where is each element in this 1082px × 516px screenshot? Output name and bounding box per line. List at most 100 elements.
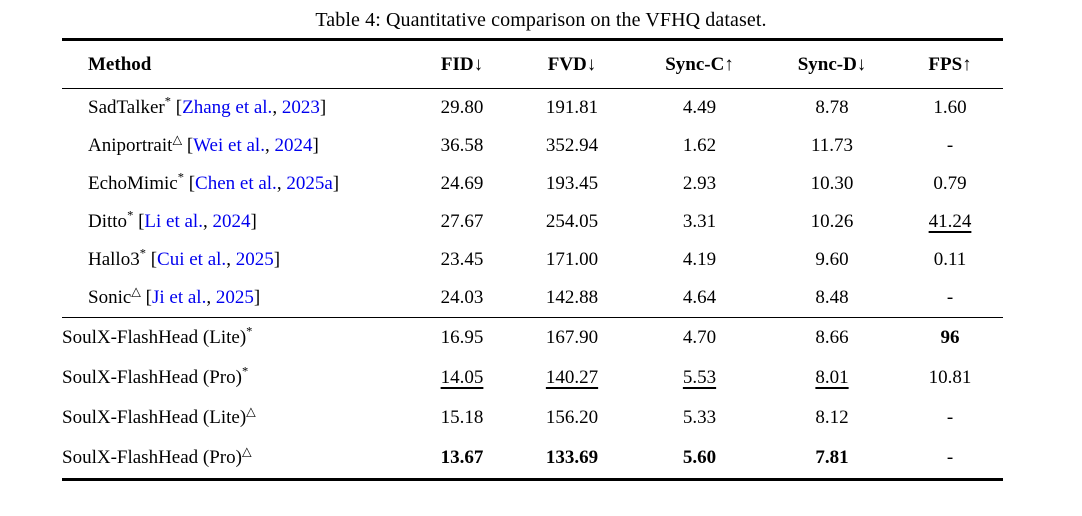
value-cell: 14.05 bbox=[440, 367, 484, 388]
column-header-row: Method FID↓ FVD↓ Sync-C↑ Sync-D↓ FPS↑ bbox=[62, 40, 1003, 89]
value-cell: 0.11 bbox=[933, 249, 967, 270]
value-cell: 4.70 bbox=[682, 327, 717, 348]
value-cell: 9.60 bbox=[815, 249, 849, 270]
method-cell: SoulX-FlashHead (Pro)△ bbox=[62, 438, 412, 480]
citation: [Cui et al., 2025] bbox=[145, 249, 281, 270]
method-name: EchoMimic bbox=[88, 173, 178, 194]
citation-author-link[interactable]: Cui et al. bbox=[157, 249, 227, 270]
value-cell: 8.01 bbox=[815, 367, 849, 388]
citation: [Li et al., 2024] bbox=[133, 211, 257, 232]
value-cell: 7.81 bbox=[815, 447, 849, 468]
citation-author-link[interactable]: Ji et al. bbox=[151, 287, 207, 308]
value-cell: - bbox=[946, 407, 954, 428]
method-name: SoulX-FlashHead (Pro) bbox=[62, 447, 242, 468]
citation-year-link[interactable]: 2024 bbox=[212, 211, 251, 232]
method-mark: * bbox=[177, 170, 184, 185]
method-name: SoulX-FlashHead (Lite) bbox=[62, 407, 247, 428]
method-name: SoulX-FlashHead (Lite) bbox=[62, 327, 247, 348]
method-mark: * bbox=[139, 246, 146, 261]
value-cell: 5.33 bbox=[682, 407, 717, 428]
method-mark: △ bbox=[131, 284, 141, 299]
method-mark: * bbox=[127, 208, 134, 223]
results-table: Method FID↓ FVD↓ Sync-C↑ Sync-D↓ FPS↑ Sa… bbox=[62, 38, 1003, 481]
value-cell: - bbox=[946, 287, 954, 308]
citation-author-link[interactable]: Chen et al. bbox=[195, 173, 277, 194]
value-cell: 0.79 bbox=[933, 173, 967, 194]
method-cell: SadTalker* [Zhang et al., 2023] bbox=[62, 89, 412, 128]
value-cell: 254.05 bbox=[545, 211, 599, 232]
table-row: Sonic△ [Ji et al., 2025] 24.03 142.88 4.64 8… bbox=[62, 279, 1003, 318]
citation: [Chen et al., 2025a] bbox=[183, 173, 340, 194]
value-cell: 23.45 bbox=[440, 249, 484, 270]
value-cell: 96 bbox=[940, 327, 960, 348]
value-cell: 4.19 bbox=[682, 249, 717, 270]
method-cell: Sonic△ [Ji et al., 2025] bbox=[62, 279, 412, 318]
value-cell: 10.30 bbox=[810, 173, 854, 194]
method-mark: * bbox=[164, 94, 172, 109]
citation-year-link[interactable]: 2025a bbox=[286, 173, 333, 194]
citation: [Ji et al., 2025] bbox=[140, 287, 261, 308]
table-header: Method FID↓ FVD↓ Sync-C↑ Sync-D↓ FPS↑ bbox=[62, 40, 1003, 89]
value-cell: 156.20 bbox=[545, 407, 599, 428]
table-row: SoulX-FlashHead (Lite)△ 15.18 156.20 5.33 8.… bbox=[62, 398, 1003, 438]
method-cell: Ditto* [Li et al., 2024] bbox=[62, 203, 412, 241]
value-cell: 4.64 bbox=[682, 287, 717, 308]
value-cell: 8.12 bbox=[815, 407, 849, 428]
table-row: SadTalker* [Zhang et al., 2023] 29.80 191.… bbox=[62, 89, 1003, 128]
value-cell: 8.66 bbox=[815, 327, 849, 348]
method-mark: △ bbox=[172, 132, 183, 147]
citation-year-link[interactable]: 2025 bbox=[235, 249, 274, 270]
value-cell: 8.78 bbox=[815, 97, 849, 118]
value-cell: 193.45 bbox=[545, 173, 599, 194]
value-cell: - bbox=[946, 447, 954, 468]
table-row: Aniportrait△ [Wei et al., 2024] 36.58 352.… bbox=[62, 127, 1003, 165]
table-row: SoulX-FlashHead (Pro)* 14.05 140.27 5.53 8.0… bbox=[62, 358, 1003, 398]
column-header-sync-d: Sync-D↓ bbox=[797, 54, 867, 75]
column-header-sync-c: Sync-C↑ bbox=[665, 54, 734, 75]
table-row: SoulX-FlashHead (Pro)△ 13.67 133.69 5.60 7.8… bbox=[62, 438, 1003, 480]
citation-author-link[interactable]: Wei et al. bbox=[193, 135, 265, 156]
column-header-method: Method bbox=[88, 54, 152, 75]
table-row: Ditto* [Li et al., 2024] 27.67 254.05 3.31 1… bbox=[62, 203, 1003, 241]
value-cell: 3.31 bbox=[682, 211, 717, 232]
method-cell: SoulX-FlashHead (Lite)△ bbox=[62, 398, 412, 438]
value-cell: 24.03 bbox=[440, 287, 484, 308]
value-cell: 16.95 bbox=[440, 327, 484, 348]
table-row: SoulX-FlashHead (Lite)* 16.95 167.90 4.70 8.… bbox=[62, 318, 1003, 359]
method-mark: △ bbox=[246, 404, 256, 419]
value-cell: 191.81 bbox=[545, 97, 599, 118]
method-cell: SoulX-FlashHead (Lite)* bbox=[62, 318, 412, 359]
results-table-wrapper: Method FID↓ FVD↓ Sync-C↑ Sync-D↓ FPS↑ Sa… bbox=[62, 38, 1003, 481]
value-cell: 140.27 bbox=[545, 367, 599, 388]
citation-author-link[interactable]: Li et al. bbox=[144, 211, 203, 232]
value-cell: 15.18 bbox=[440, 407, 484, 428]
method-mark: △ bbox=[241, 444, 252, 459]
citation-author-link[interactable]: Zhang et al. bbox=[182, 97, 273, 118]
section-soulx-flashhead: SoulX-FlashHead (Lite)* 16.95 167.90 4.70 8.… bbox=[62, 318, 1003, 480]
citation: [Zhang et al., 2023] bbox=[171, 97, 327, 118]
table-row: Hallo3* [Cui et al., 2025] 23.45 171.00 4.1… bbox=[62, 241, 1003, 279]
table-caption: Table 4: Quantitative comparison on the … bbox=[315, 9, 767, 31]
table-row: EchoMimic* [Chen et al., 2025a] 24.69 193.… bbox=[62, 165, 1003, 203]
value-cell: 4.49 bbox=[682, 97, 717, 118]
method-name: Sonic bbox=[88, 287, 132, 308]
value-cell: 352.94 bbox=[545, 135, 599, 156]
method-cell: EchoMimic* [Chen et al., 2025a] bbox=[62, 165, 412, 203]
column-header-fid: FID↓ bbox=[440, 54, 484, 75]
citation-year-link[interactable]: 2025 bbox=[215, 287, 254, 308]
section-baselines: SadTalker* [Zhang et al., 2023] 29.80 191.… bbox=[62, 89, 1003, 318]
value-cell: 29.80 bbox=[440, 97, 484, 118]
method-mark: * bbox=[241, 364, 249, 379]
value-cell: 142.88 bbox=[545, 287, 599, 308]
value-cell: 2.93 bbox=[682, 173, 717, 194]
column-header-fvd: FVD↓ bbox=[547, 54, 597, 75]
method-cell: Hallo3* [Cui et al., 2025] bbox=[62, 241, 412, 279]
citation-year-link[interactable]: 2023 bbox=[281, 97, 320, 118]
citation-year-link[interactable]: 2024 bbox=[274, 135, 313, 156]
value-cell: 11.73 bbox=[810, 135, 854, 156]
value-cell: 5.60 bbox=[682, 447, 717, 468]
value-cell: 133.69 bbox=[545, 447, 599, 468]
value-cell: 1.62 bbox=[682, 135, 717, 156]
value-cell: 10.81 bbox=[928, 367, 972, 388]
